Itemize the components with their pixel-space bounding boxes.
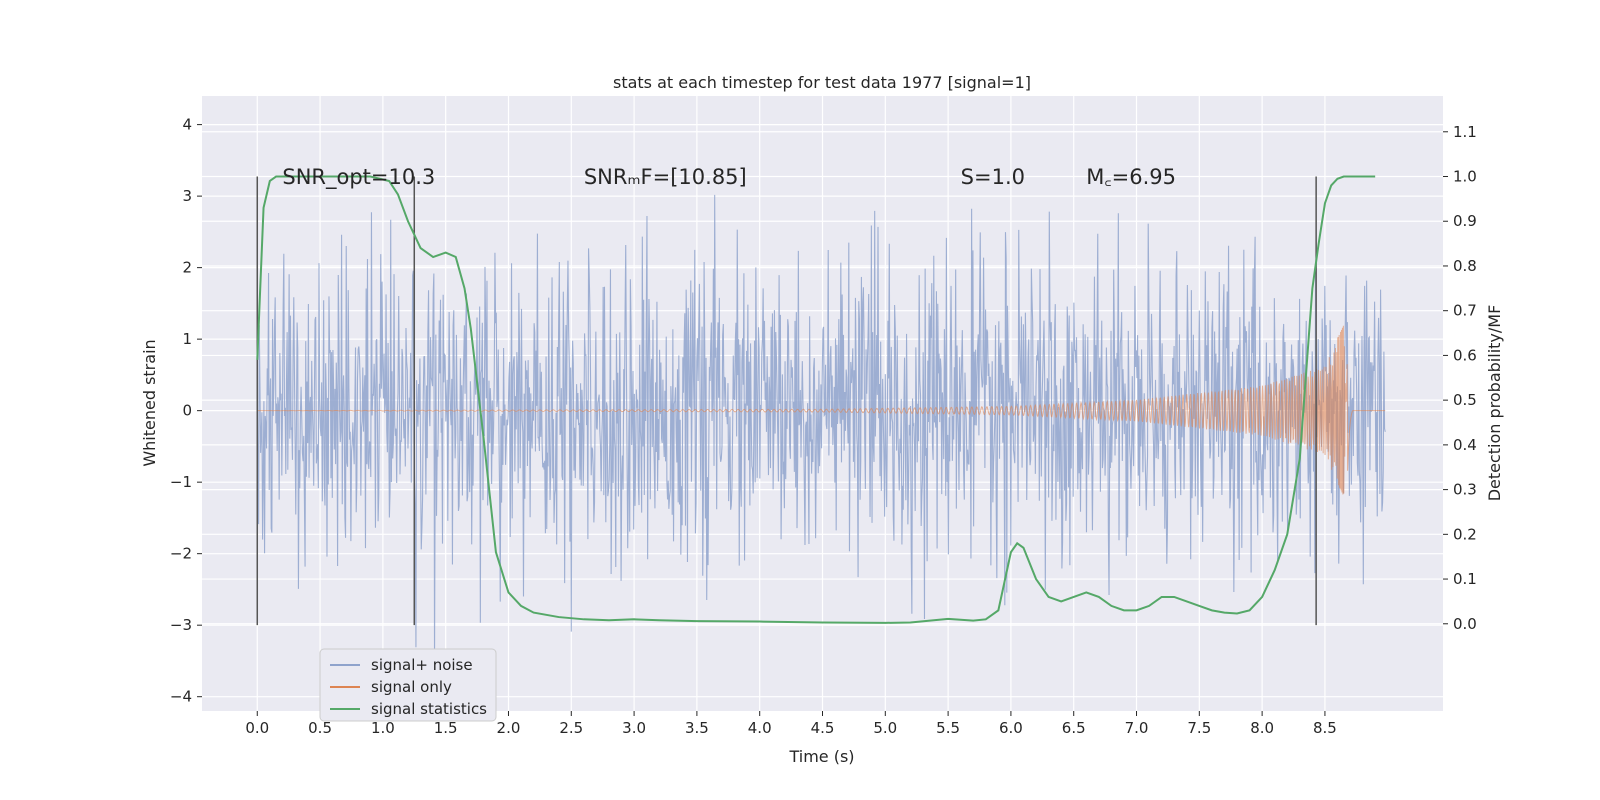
x-tick-label: 5.5: [936, 719, 960, 737]
y-right-tick-label: 1.1: [1453, 123, 1477, 141]
x-tick-label: 7.0: [1125, 719, 1149, 737]
chart-title: stats at each timestep for test data 197…: [613, 73, 1031, 92]
x-tick-label: 2.5: [559, 719, 583, 737]
x-tick-label: 3.0: [622, 719, 646, 737]
series-signal-plus-noise: [256, 194, 1386, 662]
y-tick-label: 1: [182, 330, 192, 348]
x-tick-label: 4.5: [811, 719, 835, 737]
annotation-text: S=1.0: [961, 165, 1025, 189]
x-tick-label: 6.0: [999, 719, 1023, 737]
x-tick-label: 8.0: [1250, 719, 1274, 737]
y-right-tick-label: 0.4: [1453, 436, 1477, 454]
signal-only-line: [257, 325, 1386, 495]
annotations: SNR_opt=10.3 SNRₘF=[10.85] S=1.0 M꜀=6.95: [282, 165, 1176, 190]
y-tick-label: 2: [182, 259, 192, 277]
y-tick-label: −3: [170, 616, 192, 634]
axis-ticks: 0.0 0.5 1.0 1.5 2.0 2.5 3.0 3.5 4.0 4.5 5.0 5.5 6.0 6…: [170, 116, 1477, 737]
y-right-tick-label: 1.0: [1453, 168, 1477, 186]
y-right-tick-label: 0.1: [1453, 570, 1477, 588]
x-tick-label: 8.5: [1313, 719, 1337, 737]
vertical-markers: [256, 176, 1317, 626]
y-tick-label: 4: [182, 116, 192, 134]
legend-label: signal+ noise: [371, 656, 473, 674]
y-right-tick-label: 0.3: [1453, 481, 1477, 499]
y-right-tick-label: 0.7: [1453, 302, 1477, 320]
y-right-tick-label: 0.5: [1453, 391, 1477, 409]
y-tick-label: 3: [182, 187, 192, 205]
y-right-axis-label: Detection probability/MF: [1485, 305, 1504, 502]
x-tick-label: 3.5: [685, 719, 709, 737]
y-tick-label: −2: [170, 545, 192, 563]
legend-box: [319, 648, 497, 722]
x-tick-label: 0.5: [308, 719, 332, 737]
annotation-text: SNR_opt=10.3: [282, 165, 435, 190]
legend-label: signal statistics: [371, 700, 487, 718]
x-tick-label: 1.0: [371, 719, 395, 737]
legend-label: signal only: [371, 678, 452, 696]
y-right-tick-label: 0.9: [1453, 212, 1477, 230]
signal-plus-noise-line: [256, 194, 1386, 662]
x-tick-label: 6.5: [1062, 719, 1086, 737]
series-signal-only: [257, 325, 1386, 495]
signal-statistics-line: [256, 175, 1376, 624]
y-right-tick-label: 0.2: [1453, 525, 1477, 543]
x-tick-label: 2.0: [497, 719, 521, 737]
y-right-tick-label: 0.8: [1453, 257, 1477, 275]
y-tick-label: −4: [170, 688, 192, 706]
x-tick-label: 1.5: [434, 719, 458, 737]
y-right-tick-label: 0.6: [1453, 346, 1477, 364]
x-tick-label: 5.0: [873, 719, 897, 737]
x-tick-label: 7.5: [1187, 719, 1211, 737]
annotation-text: M꜀=6.95: [1086, 165, 1176, 189]
x-axis-label: Time (s): [788, 747, 854, 766]
legend: signal+ noise signal only signal statistic…: [319, 648, 497, 722]
x-tick-label: 4.0: [748, 719, 772, 737]
y-tick-label: 0: [182, 402, 192, 420]
series-signal-statistics: [256, 175, 1376, 624]
annotation-text: SNRₘF=[10.85]: [584, 165, 747, 189]
x-tick-label: 0.0: [245, 719, 269, 737]
y-tick-label: −1: [170, 473, 192, 491]
y-right-tick-label: 0.0: [1453, 615, 1477, 633]
y-axis-label: Whitened strain: [140, 339, 159, 466]
